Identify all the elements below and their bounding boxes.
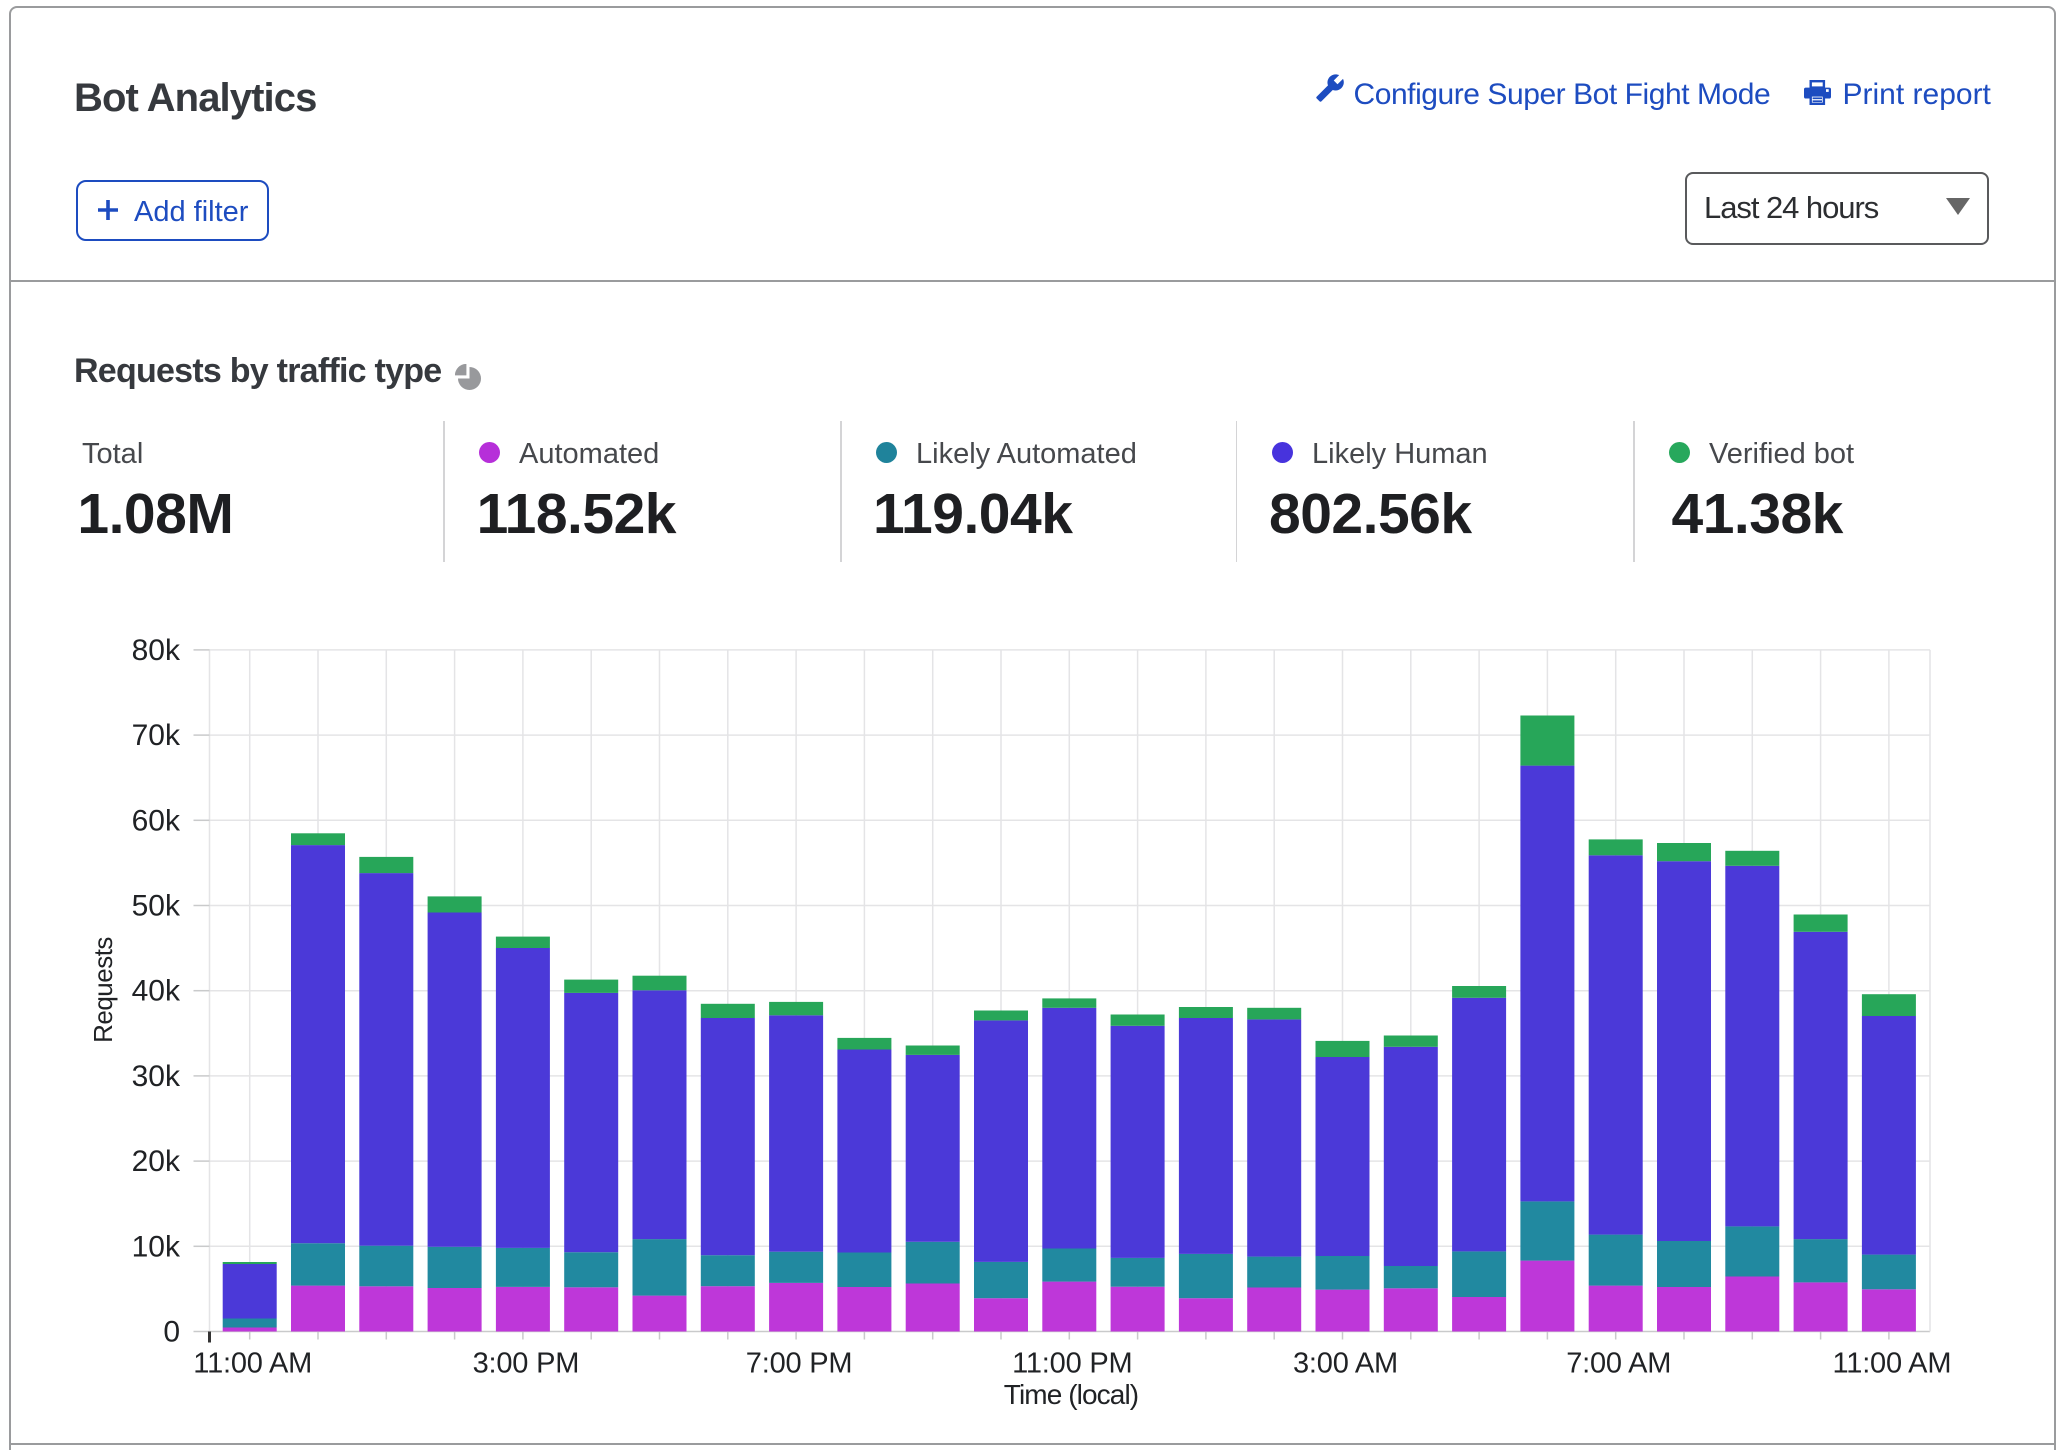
svg-text:40k: 40k	[132, 975, 181, 1008]
svg-text:0: 0	[163, 1316, 180, 1349]
svg-text:3:00 PM: 3:00 PM	[473, 1348, 580, 1380]
svg-text:3:00 AM: 3:00 AM	[1293, 1348, 1398, 1380]
svg-text:30k: 30k	[132, 1060, 181, 1093]
svg-text:10k: 10k	[132, 1230, 181, 1263]
svg-text:11:00 AM: 11:00 AM	[1833, 1348, 1952, 1380]
svg-text:50k: 50k	[132, 890, 181, 923]
svg-text:Time (local): Time (local)	[1004, 1379, 1138, 1410]
svg-text:7:00 PM: 7:00 PM	[746, 1348, 853, 1380]
svg-text:11:00 PM: 11:00 PM	[1012, 1348, 1132, 1380]
svg-text:20k: 20k	[132, 1145, 181, 1178]
svg-text:80k: 80k	[132, 634, 181, 667]
svg-text:11:00 AM: 11:00 AM	[193, 1348, 312, 1380]
svg-text:Requests: Requests	[88, 937, 118, 1043]
svg-text:7:00 AM: 7:00 AM	[1566, 1348, 1671, 1380]
svg-text:70k: 70k	[132, 719, 181, 752]
svg-text:60k: 60k	[132, 804, 181, 837]
